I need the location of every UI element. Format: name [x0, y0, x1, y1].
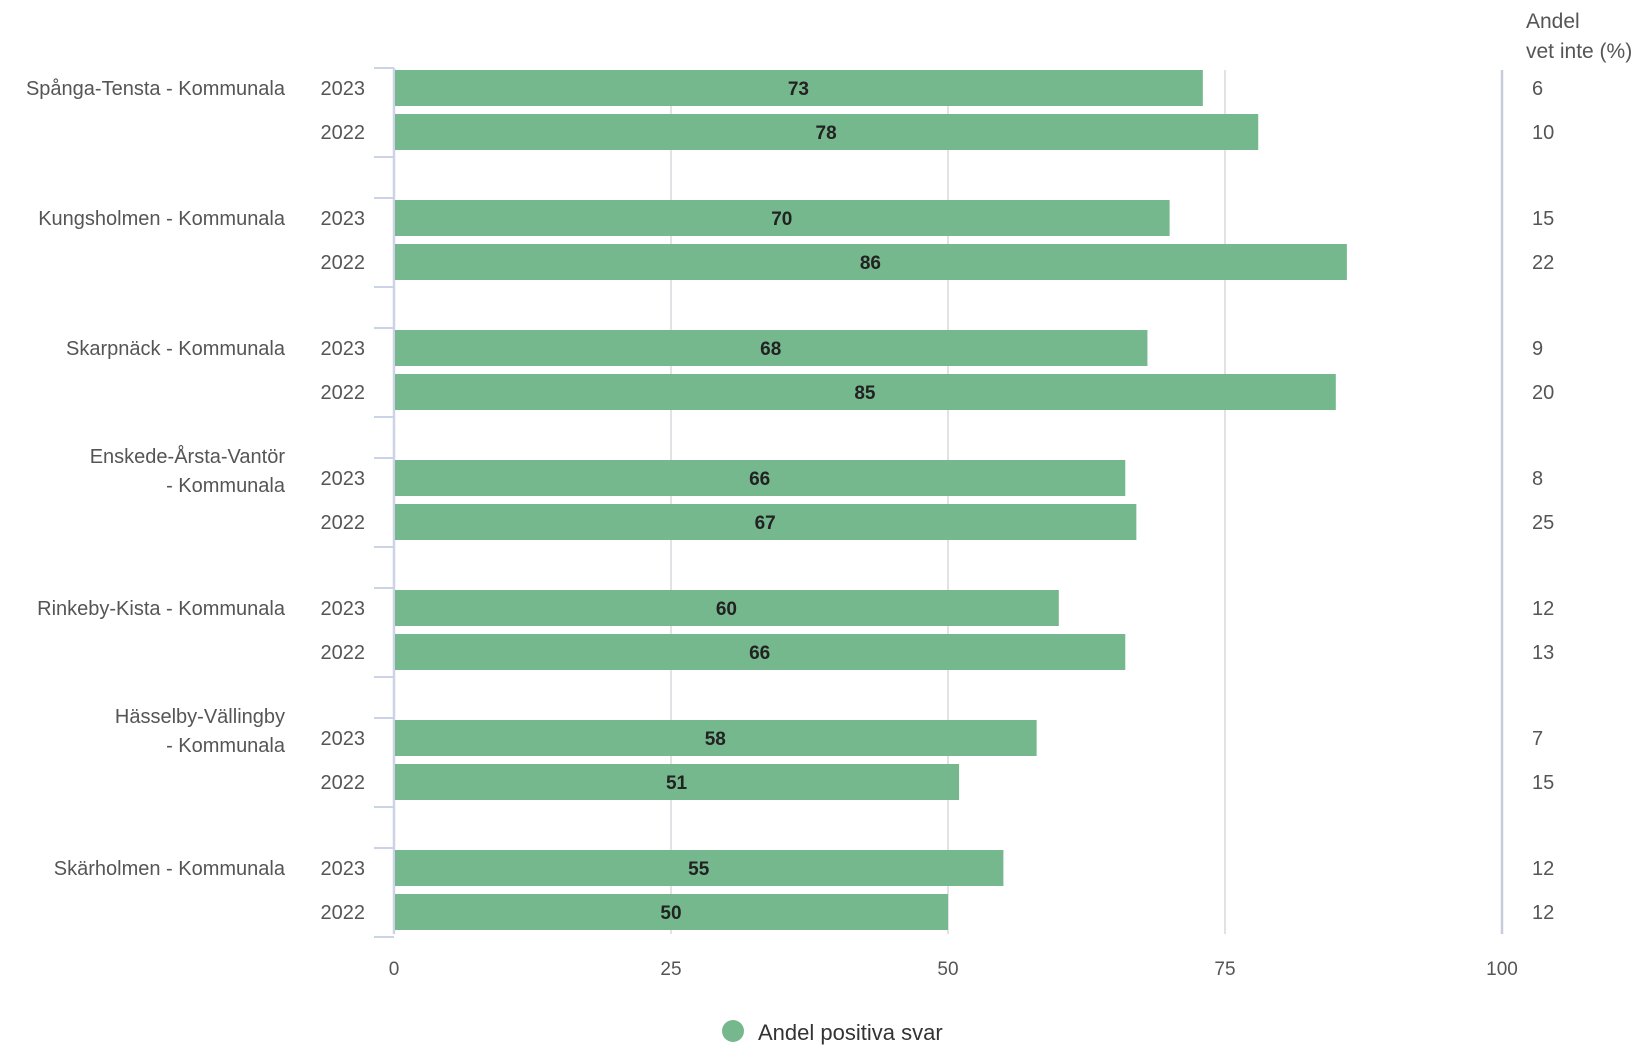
- group-label: Rinkeby-Kista - Kommunala: [37, 598, 286, 620]
- vet-inte-value: 20: [1532, 382, 1554, 404]
- bar-value-label: 66: [749, 469, 770, 490]
- x-tick-label: 100: [1486, 959, 1518, 980]
- bar: [395, 244, 1347, 280]
- year-label: 2023: [321, 598, 366, 620]
- group-label: Skarpnäck - Kommunala: [66, 338, 286, 360]
- x-tick-label: 25: [660, 959, 681, 980]
- bar: [395, 764, 960, 800]
- group-label: - Kommunala: [166, 735, 286, 757]
- x-tick-label: 75: [1214, 959, 1235, 980]
- bar-value-label: 51: [666, 773, 688, 794]
- bar: [395, 634, 1126, 670]
- group-label: Enskede-Årsta-Vantör: [90, 445, 286, 468]
- bar: [395, 850, 1004, 886]
- year-label: 2023: [321, 728, 366, 750]
- group-label: Spånga-Tensta - Kommunala: [26, 78, 286, 100]
- x-axis-ticks: 0 25 50 75 100: [389, 959, 1518, 980]
- bar-value-label: 67: [755, 513, 776, 534]
- vet-inte-value: 8: [1532, 468, 1543, 490]
- bar: [395, 720, 1037, 756]
- bar-value-label: 86: [860, 253, 881, 274]
- bar-value-label: 55: [688, 859, 710, 880]
- bar-value-label: 70: [771, 209, 792, 230]
- year-label: 2023: [321, 208, 366, 230]
- bar-value-label: 66: [749, 643, 770, 664]
- bar: [395, 504, 1137, 540]
- bar: [395, 894, 948, 930]
- bar: [395, 200, 1170, 236]
- year-label: 2023: [321, 468, 366, 490]
- bar: [395, 114, 1259, 150]
- vet-inte-value: 12: [1532, 902, 1554, 924]
- bar-value-label: 50: [660, 903, 681, 924]
- bar-value-label: 68: [760, 339, 781, 360]
- y-axis: [374, 67, 396, 938]
- year-label: 2022: [321, 122, 366, 144]
- x-tick-label: 0: [389, 959, 400, 980]
- vet-inte-value: 15: [1532, 208, 1554, 230]
- year-label: 2022: [321, 642, 366, 664]
- vet-inte-value: 12: [1532, 598, 1554, 620]
- bar-value-label: 58: [705, 729, 726, 750]
- bar: [395, 70, 1203, 106]
- year-label: 2023: [321, 338, 366, 360]
- bar-value-label: 73: [788, 79, 809, 100]
- year-label: 2023: [321, 858, 366, 880]
- year-label: 2022: [321, 902, 366, 924]
- bar: [395, 590, 1059, 626]
- group-label: Hässelby-Vällingby: [115, 706, 285, 728]
- vet-inte-value: 7: [1532, 728, 1543, 750]
- group-label: Skärholmen - Kommunala: [54, 858, 286, 880]
- year-label: 2023: [321, 78, 366, 100]
- bar-value-label: 85: [854, 383, 876, 404]
- group-label: - Kommunala: [166, 475, 286, 497]
- vet-inte-header-line-1: Andel: [1526, 10, 1580, 33]
- bars: [395, 70, 1347, 930]
- year-label: 2022: [321, 772, 366, 794]
- year-label: 2022: [321, 382, 366, 404]
- vet-inte-header-line-2: vet inte (%): [1526, 40, 1632, 63]
- vet-inte-value: 22: [1532, 252, 1554, 274]
- x-tick-label: 50: [937, 959, 958, 980]
- vet-inte-value: 9: [1532, 338, 1543, 360]
- gridlines: [670, 70, 1504, 934]
- bar: [395, 374, 1336, 410]
- vet-inte-value: 12: [1532, 858, 1554, 880]
- year-label: 2022: [321, 512, 366, 534]
- legend: Andel positiva svar: [722, 1020, 943, 1045]
- vet-inte-value: 13: [1532, 642, 1554, 664]
- bar-value-label: 60: [716, 599, 737, 620]
- legend-swatch: [722, 1020, 744, 1042]
- year-label: 2022: [321, 252, 366, 274]
- bar-value-label: 78: [816, 123, 837, 144]
- vet-inte-value: 15: [1532, 772, 1554, 794]
- vet-inte-value: 6: [1532, 78, 1543, 100]
- legend-label: Andel positiva svar: [758, 1020, 943, 1045]
- bar: [395, 460, 1126, 496]
- bar: [395, 330, 1148, 366]
- vet-inte-value: 25: [1532, 512, 1554, 534]
- vet-inte-value: 10: [1532, 122, 1554, 144]
- group-label: Kungsholmen - Kommunala: [38, 208, 286, 230]
